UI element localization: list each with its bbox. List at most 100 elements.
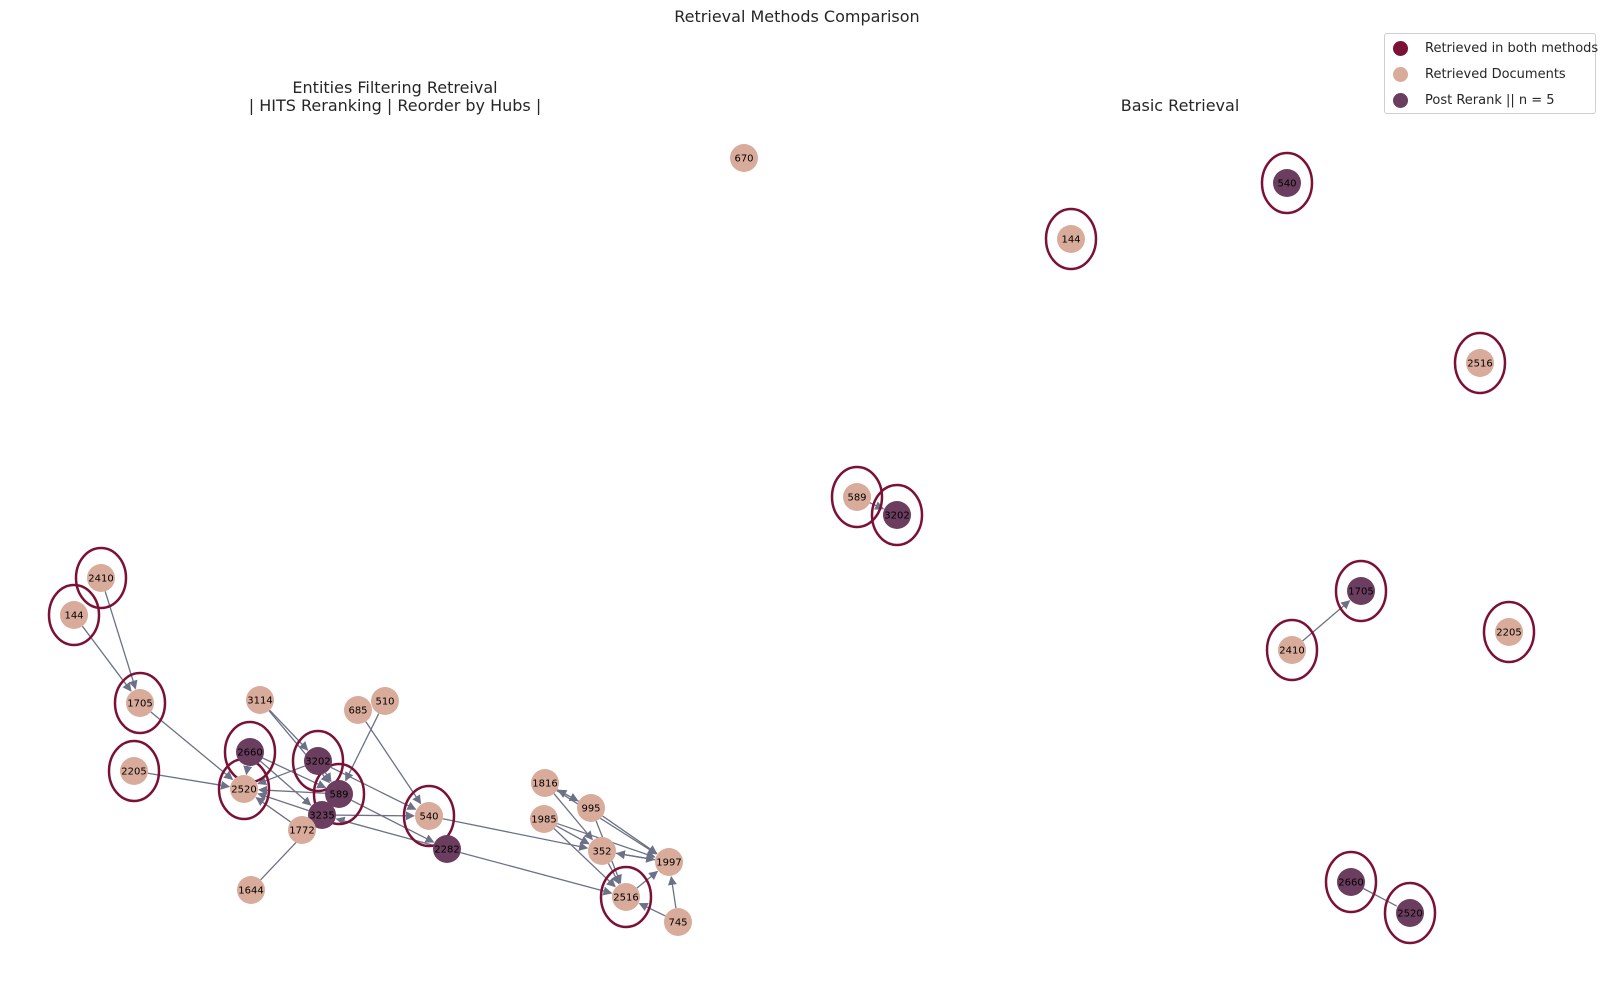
node-l540: [415, 802, 443, 830]
node-label-r1705: 1705: [1348, 587, 1373, 598]
node-label-l995: 995: [581, 804, 600, 815]
both-methods-ring-r1705: [1334, 559, 1388, 623]
node-l2282: [433, 835, 461, 863]
node-l589: [325, 780, 353, 808]
node-label-l510: 510: [375, 697, 394, 708]
node-l1816: [531, 769, 559, 797]
node-label-r2516: 2516: [1467, 359, 1492, 370]
legend: Retrieved in both methods Retrieved Docu…: [1384, 33, 1598, 114]
node-l3202: [304, 747, 332, 775]
legend-label-retrieved: Retrieved Documents: [1425, 66, 1566, 82]
edge-l1772-l2520: [255, 797, 291, 823]
edge-l510-l589: [345, 713, 380, 782]
legend-label-post-rerank: Post Rerank || n = 5: [1425, 92, 1555, 108]
edge-l2660-l3235: [260, 760, 312, 806]
node-label-l2205: 2205: [121, 767, 146, 778]
node-label-l540: 540: [419, 812, 438, 823]
nodes-layer: 2410 144 1705 2205 3114 2660 2520 3202 589 3235 17…: [60, 144, 1523, 936]
edge-l745-l1997: [667, 875, 677, 909]
edge-l3114-l3202: [269, 709, 309, 751]
node-label-l2520: 2520: [231, 785, 256, 796]
node-label-l1816: 1816: [532, 779, 557, 790]
node-r2410: [1278, 636, 1306, 664]
node-l3114: [246, 686, 274, 714]
left-panel-title-line2: | HITS Reranking | Reorder by Hubs |: [249, 96, 541, 115]
node-l1705: [126, 689, 154, 717]
node-r2660: [1337, 868, 1365, 896]
node-l1985: [530, 805, 558, 833]
edge-l1816-l1997: [556, 789, 658, 855]
node-l352: [588, 837, 616, 865]
both-methods-ring-l2410: [74, 546, 128, 610]
node-label-l670: 670: [734, 154, 753, 165]
edge-l995-l1816: [557, 789, 580, 802]
node-l3235: [308, 801, 336, 829]
both-methods-ring-r2660: [1324, 850, 1378, 914]
node-r540: [1273, 169, 1301, 197]
figure-title: Retrieval Methods Comparison: [674, 7, 919, 26]
both-methods-ring-r540: [1260, 151, 1314, 215]
node-label-l1997: 1997: [656, 858, 681, 869]
node-label-r2520: 2520: [1397, 909, 1422, 920]
both-methods-ring-r589: [830, 465, 884, 529]
legend-item-both: Retrieved in both methods: [1393, 38, 1598, 58]
legend-marker-both: [1393, 40, 1408, 56]
both-methods-ring-r2410: [1265, 618, 1319, 682]
edge-l2282-l2516: [460, 851, 613, 896]
node-label-l352: 352: [592, 847, 611, 858]
node-l2410: [87, 564, 115, 592]
both-methods-ring-l2205: [107, 739, 161, 803]
edge-l1985-l2516: [553, 828, 616, 888]
right-panel-title: Basic Retrieval: [1121, 96, 1240, 115]
edge-l352-l1997: [615, 852, 656, 863]
node-label-l2516: 2516: [613, 893, 638, 904]
node-label-l685: 685: [348, 706, 367, 717]
legend-label-both: Retrieved in both methods: [1425, 40, 1599, 56]
edge-l540-l352: [442, 818, 589, 851]
node-l144: [60, 601, 88, 629]
edge-r2660-r2520: [1363, 887, 1398, 907]
node-label-l1644: 1644: [238, 886, 263, 897]
both-methods-ring-r2520: [1383, 881, 1437, 945]
node-label-l3202: 3202: [305, 757, 330, 768]
node-label-l745: 745: [668, 918, 687, 929]
both-methods-ring-r144: [1044, 207, 1098, 271]
edge-l2660-l2520: [243, 765, 253, 776]
node-label-l2660: 2660: [237, 748, 262, 759]
both-methods-ring-l540: [402, 784, 456, 848]
edge-l3202-l589: [322, 772, 332, 783]
node-r2205: [1495, 618, 1523, 646]
both-methods-ring-l2516: [599, 865, 653, 929]
node-r2516: [1466, 349, 1494, 377]
node-label-l2410: 2410: [88, 574, 113, 585]
both-methods-ring-l144: [47, 583, 101, 647]
node-l745: [664, 908, 692, 936]
edge-l352-l2516: [607, 863, 620, 885]
both-methods-ring-r2205: [1482, 600, 1536, 664]
node-r589: [843, 483, 871, 511]
both-methods-ring-l3202: [291, 729, 345, 793]
edge-l685-l540: [365, 721, 422, 805]
edge-l1816-l352: [553, 793, 593, 841]
edge-l3235-l2520: [257, 792, 309, 812]
edge-l745-l2516: [638, 902, 666, 917]
node-l1644: [237, 876, 265, 904]
both-methods-ring-r3202: [870, 483, 924, 547]
edge-l3235-l540: [335, 811, 415, 821]
node-label-r589: 589: [847, 493, 866, 504]
node-l2660: [236, 738, 264, 766]
node-label-l144: 144: [64, 611, 83, 622]
node-l2205: [120, 757, 148, 785]
edge-l2282-l3235: [335, 816, 434, 846]
legend-item-post-rerank: Post Rerank || n = 5: [1393, 90, 1555, 110]
left-panel-title-line1: Entities Filtering Retreival: [292, 78, 497, 97]
legend-item-retrieved: Retrieved Documents: [1393, 64, 1566, 84]
node-r1705: [1347, 577, 1375, 605]
rings-layer: [47, 151, 1536, 945]
node-label-r2410: 2410: [1279, 646, 1304, 657]
node-l2516: [612, 883, 640, 911]
node-l685: [344, 696, 372, 724]
edge-l995-l1997: [602, 815, 658, 854]
edge-r2410-r1705: [1302, 600, 1351, 642]
